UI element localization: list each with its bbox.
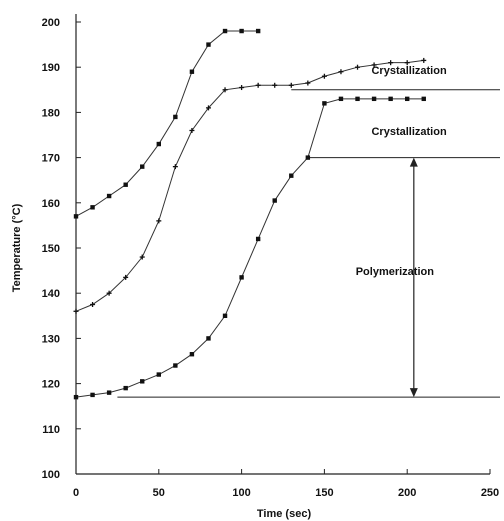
y-tick-label-140: 140: [42, 288, 60, 300]
series-1-point-4: [139, 254, 145, 260]
series-2-point-1: [90, 392, 95, 398]
series-1-point-19: [388, 60, 394, 66]
series-1-point-12: [272, 82, 278, 88]
series-1-point-20: [404, 60, 410, 66]
series-0-line: [75, 30, 259, 217]
series-2-point-7: [189, 352, 195, 357]
series-1-point-2: [106, 290, 112, 296]
series-1-point-3: [123, 274, 129, 280]
reference-lines: [117, 89, 500, 398]
series-1-point-5: [156, 218, 162, 224]
series-1-point-0: [73, 308, 79, 314]
series-1-point-6: [172, 164, 178, 170]
y-tick-label-100: 100: [42, 469, 60, 481]
series-1-point-16: [338, 69, 344, 75]
series-2-point-0: [73, 394, 79, 400]
series-1-point-14: [305, 80, 311, 86]
series-2-point-21: [421, 96, 426, 102]
series-2-point-14: [305, 155, 311, 160]
series-1-point-8: [205, 105, 211, 111]
series-2-point-16: [338, 96, 344, 102]
series-2-point-4: [140, 379, 145, 384]
series-2-point-5: [156, 372, 161, 377]
series-0-point-4: [140, 164, 145, 169]
series-0-point-3: [123, 182, 128, 187]
y-tick-label-160: 160: [42, 198, 60, 210]
series-0-point-8: [206, 42, 211, 47]
series-0-point-10: [239, 28, 244, 34]
series-0-point-7: [189, 69, 195, 74]
series-2-point-9: [222, 313, 228, 318]
series-1-point-9: [222, 87, 228, 93]
x-tick-label-150: 150: [315, 487, 333, 499]
annotation-crystallization-lower: Crystallization: [371, 126, 446, 138]
series-2-point-11: [255, 236, 261, 242]
series-2-point-19: [388, 96, 393, 102]
series-2-point-6: [173, 363, 178, 368]
annotation-polymerization: Polymerization: [356, 266, 435, 278]
series-1-point-15: [321, 73, 327, 79]
arrow-head-top: [409, 157, 418, 167]
series-2-point-3: [123, 385, 128, 391]
series-0-point-5: [156, 141, 161, 147]
y-tick-label-200: 200: [42, 17, 60, 29]
series-0-point-11: [255, 28, 261, 34]
x-tick-label-100: 100: [232, 487, 250, 499]
annotation-crystallization-upper: Crystallization: [371, 65, 446, 77]
series-2-point-2: [106, 390, 112, 395]
series-1-point-1: [90, 302, 96, 307]
series-2-point-17: [355, 96, 360, 102]
series-0-point-1: [90, 205, 95, 210]
y-tick-label-180: 180: [42, 107, 60, 119]
series-2-point-12: [272, 198, 277, 203]
series-1-line: [75, 59, 424, 312]
data-series: [73, 28, 427, 400]
series-2-point-8: [206, 336, 211, 341]
y-tick-label-170: 170: [42, 153, 60, 165]
x-tick-label-50: 50: [153, 487, 165, 499]
series-2-point-18: [371, 96, 377, 102]
series-1-point-18: [371, 62, 377, 68]
series-1-point-17: [355, 64, 361, 70]
series-0-point-6: [173, 114, 178, 120]
series-2-line: [75, 98, 424, 398]
arrow-head-bottom: [409, 388, 418, 398]
series-0-point-0: [73, 214, 79, 219]
series-2-point-15: [322, 101, 327, 106]
y-axis-title: Temperature (°C): [11, 203, 23, 292]
x-tick-label-250: 250: [481, 487, 499, 499]
y-tick-label-130: 130: [42, 333, 60, 345]
series-1-point-11: [255, 82, 261, 88]
series-0-point-9: [222, 28, 228, 34]
chart-labels: Time (sec) Temperature (°C) Crystallizat…: [11, 65, 447, 520]
axes: 100 110 120 130 140 150 160 170 180 190 200 0 50 100 1…: [42, 14, 499, 499]
y-tick-label-110: 110: [42, 424, 60, 436]
series-2-point-13: [289, 173, 294, 178]
series-0-point-2: [106, 193, 112, 199]
series-1-point-7: [189, 127, 195, 133]
x-tick-label-200: 200: [398, 487, 416, 499]
y-tick-label-120: 120: [42, 379, 60, 391]
y-tick-label-190: 190: [42, 62, 60, 74]
x-tick-label-0: 0: [73, 487, 79, 499]
series-1-point-21: [421, 57, 427, 63]
series-1-point-10: [239, 85, 245, 91]
series-2-point-20: [405, 96, 410, 102]
x-axis-title: Time (sec): [257, 508, 312, 520]
series-1-point-13: [288, 82, 294, 88]
series-2-point-10: [239, 275, 244, 280]
y-tick-label-150: 150: [42, 243, 60, 255]
